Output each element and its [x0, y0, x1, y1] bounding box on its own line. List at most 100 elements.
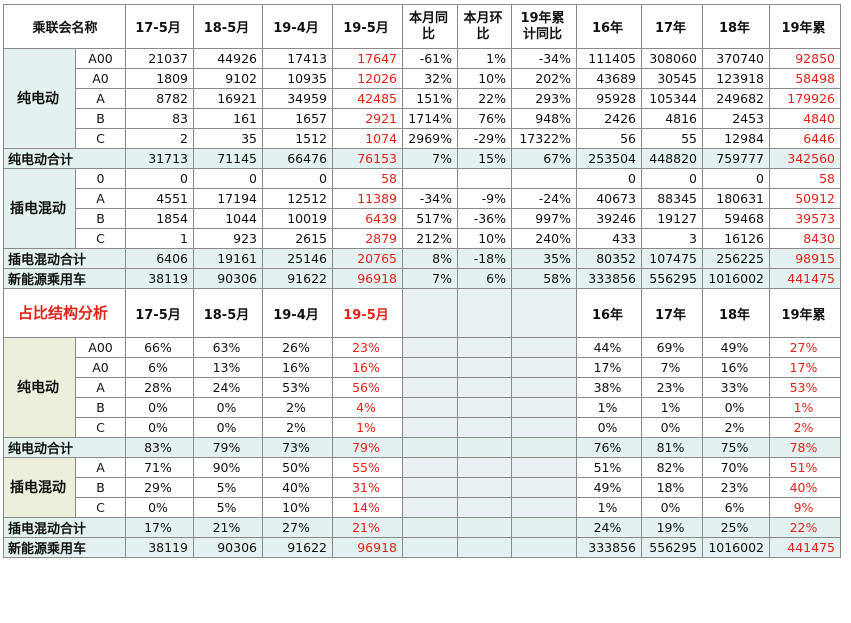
blank-cell — [457, 397, 512, 418]
value-cell: 92850 — [769, 48, 841, 69]
structure-col-header: 17年 — [641, 288, 703, 338]
blank-cell — [511, 337, 577, 358]
structure-col-header: 16年 — [576, 288, 642, 338]
share-cell: 23% — [641, 377, 703, 398]
share-total-cell: 75% — [702, 437, 770, 458]
share-total-cell: 21% — [193, 517, 263, 538]
share-cell: 0% — [641, 497, 703, 518]
grand-total-cell: 7% — [402, 268, 458, 289]
share-cell: 2% — [702, 417, 770, 438]
value-cell: 249682 — [702, 88, 770, 109]
structure-title-cell: 占比结构分析 — [3, 288, 126, 338]
blank-cell — [402, 337, 458, 358]
share-cell: 0% — [125, 497, 194, 518]
value-cell: 55 — [641, 128, 703, 149]
total-cell: 19161 — [193, 248, 263, 269]
share-cell: 23% — [332, 337, 403, 358]
col-header: 18年 — [702, 4, 770, 49]
group-label: 纯电动 — [3, 48, 76, 149]
value-cell: 8430 — [769, 228, 841, 249]
value-cell: 39573 — [769, 208, 841, 229]
structure-grand-cell: 1016002 — [702, 537, 770, 558]
value-cell: 240% — [511, 228, 577, 249]
blank-cell — [457, 437, 512, 458]
share-cell: 53% — [262, 377, 333, 398]
blank-cell — [511, 288, 577, 338]
total-cell: 107475 — [641, 248, 703, 269]
value-cell: 39246 — [576, 208, 642, 229]
value-cell: -29% — [457, 128, 512, 149]
value-cell: 0 — [125, 168, 194, 189]
col-header: 16年 — [576, 4, 642, 49]
structure-row: C 0% 0% 2% 1% 0% 0% 2% 2% — [4, 417, 841, 438]
structure-row: A0 6% 13% 16% 16% 17% 7% 16% 17% — [4, 357, 841, 378]
class-label: A0 — [75, 68, 126, 89]
col-header: 17年 — [641, 4, 703, 49]
class-label: A00 — [75, 337, 126, 358]
value-cell — [402, 168, 458, 189]
value-cell: 1854 — [125, 208, 194, 229]
blank-cell — [402, 537, 458, 558]
value-cell: 58 — [769, 168, 841, 189]
value-cell: 997% — [511, 208, 577, 229]
total-label: 纯电动合计 — [3, 148, 126, 169]
total-cell: 98915 — [769, 248, 841, 269]
total-cell: 71145 — [193, 148, 263, 169]
value-cell: 2969% — [402, 128, 458, 149]
value-cell: 34959 — [262, 88, 333, 109]
structure-row: C 0% 5% 10% 14% 1% 0% 6% 9% — [4, 497, 841, 518]
total-cell: 256225 — [702, 248, 770, 269]
grand-total-cell: 556295 — [641, 268, 703, 289]
value-cell: 202% — [511, 68, 577, 89]
blank-cell — [402, 497, 458, 518]
value-cell: 17194 — [193, 188, 263, 209]
structure-row: B 0% 0% 2% 4% 1% 1% 0% 1% — [4, 397, 841, 418]
value-cell: 42485 — [332, 88, 403, 109]
blank-cell — [402, 477, 458, 498]
blank-cell — [511, 377, 577, 398]
share-total-cell: 79% — [193, 437, 263, 458]
value-cell: 180631 — [702, 188, 770, 209]
class-label: B — [75, 108, 126, 129]
share-cell: 10% — [262, 497, 333, 518]
share-cell: 66% — [125, 337, 194, 358]
class-label: C — [75, 228, 126, 249]
share-cell: 63% — [193, 337, 263, 358]
blank-cell — [511, 357, 577, 378]
structure-header-row: 占比结构分析 17-5月 18-5月 19-4月 19-5月 16年 17年 18年 19年累 — [3, 288, 841, 338]
share-total-cell: 21% — [332, 517, 403, 538]
value-cell: 59468 — [702, 208, 770, 229]
share-cell: 28% — [125, 377, 194, 398]
grand-total-cell: 90306 — [193, 268, 263, 289]
value-cell: 0 — [641, 168, 703, 189]
value-cell: 111405 — [576, 48, 642, 69]
structure-row: 纯电动 A00 66% 63% 26% 23% 44% 69% 49% 27% — [3, 337, 841, 438]
blank-cell — [457, 357, 512, 378]
blank-cell — [511, 537, 577, 558]
share-cell: 0% — [576, 417, 642, 438]
structure-title: 占比结构分析 — [17, 304, 108, 322]
value-cell: 0 — [576, 168, 642, 189]
value-cell: 17647 — [332, 48, 403, 69]
share-cell: 0% — [641, 417, 703, 438]
blank-cell — [511, 457, 577, 478]
value-cell: 30545 — [641, 68, 703, 89]
value-cell: 2453 — [702, 108, 770, 129]
value-cell: 88345 — [641, 188, 703, 209]
blank-cell — [511, 397, 577, 418]
class-label: B — [75, 477, 126, 498]
grand-total-cell: 91622 — [262, 268, 333, 289]
value-cell: 6439 — [332, 208, 403, 229]
share-cell: 33% — [702, 377, 770, 398]
value-cell: 308060 — [641, 48, 703, 69]
value-cell: 83 — [125, 108, 194, 129]
total-cell: 76153 — [332, 148, 403, 169]
value-cell: 40673 — [576, 188, 642, 209]
table-row: C 2 35 1512 1074 2969% -29% 17322% 56 55 12984 6446 — [4, 128, 841, 149]
grand-total-cell: 58% — [511, 268, 577, 289]
blank-cell — [457, 377, 512, 398]
class-label: C — [75, 497, 126, 518]
value-cell: 2879 — [332, 228, 403, 249]
value-cell: 1512 — [262, 128, 333, 149]
class-label: A — [75, 377, 126, 398]
